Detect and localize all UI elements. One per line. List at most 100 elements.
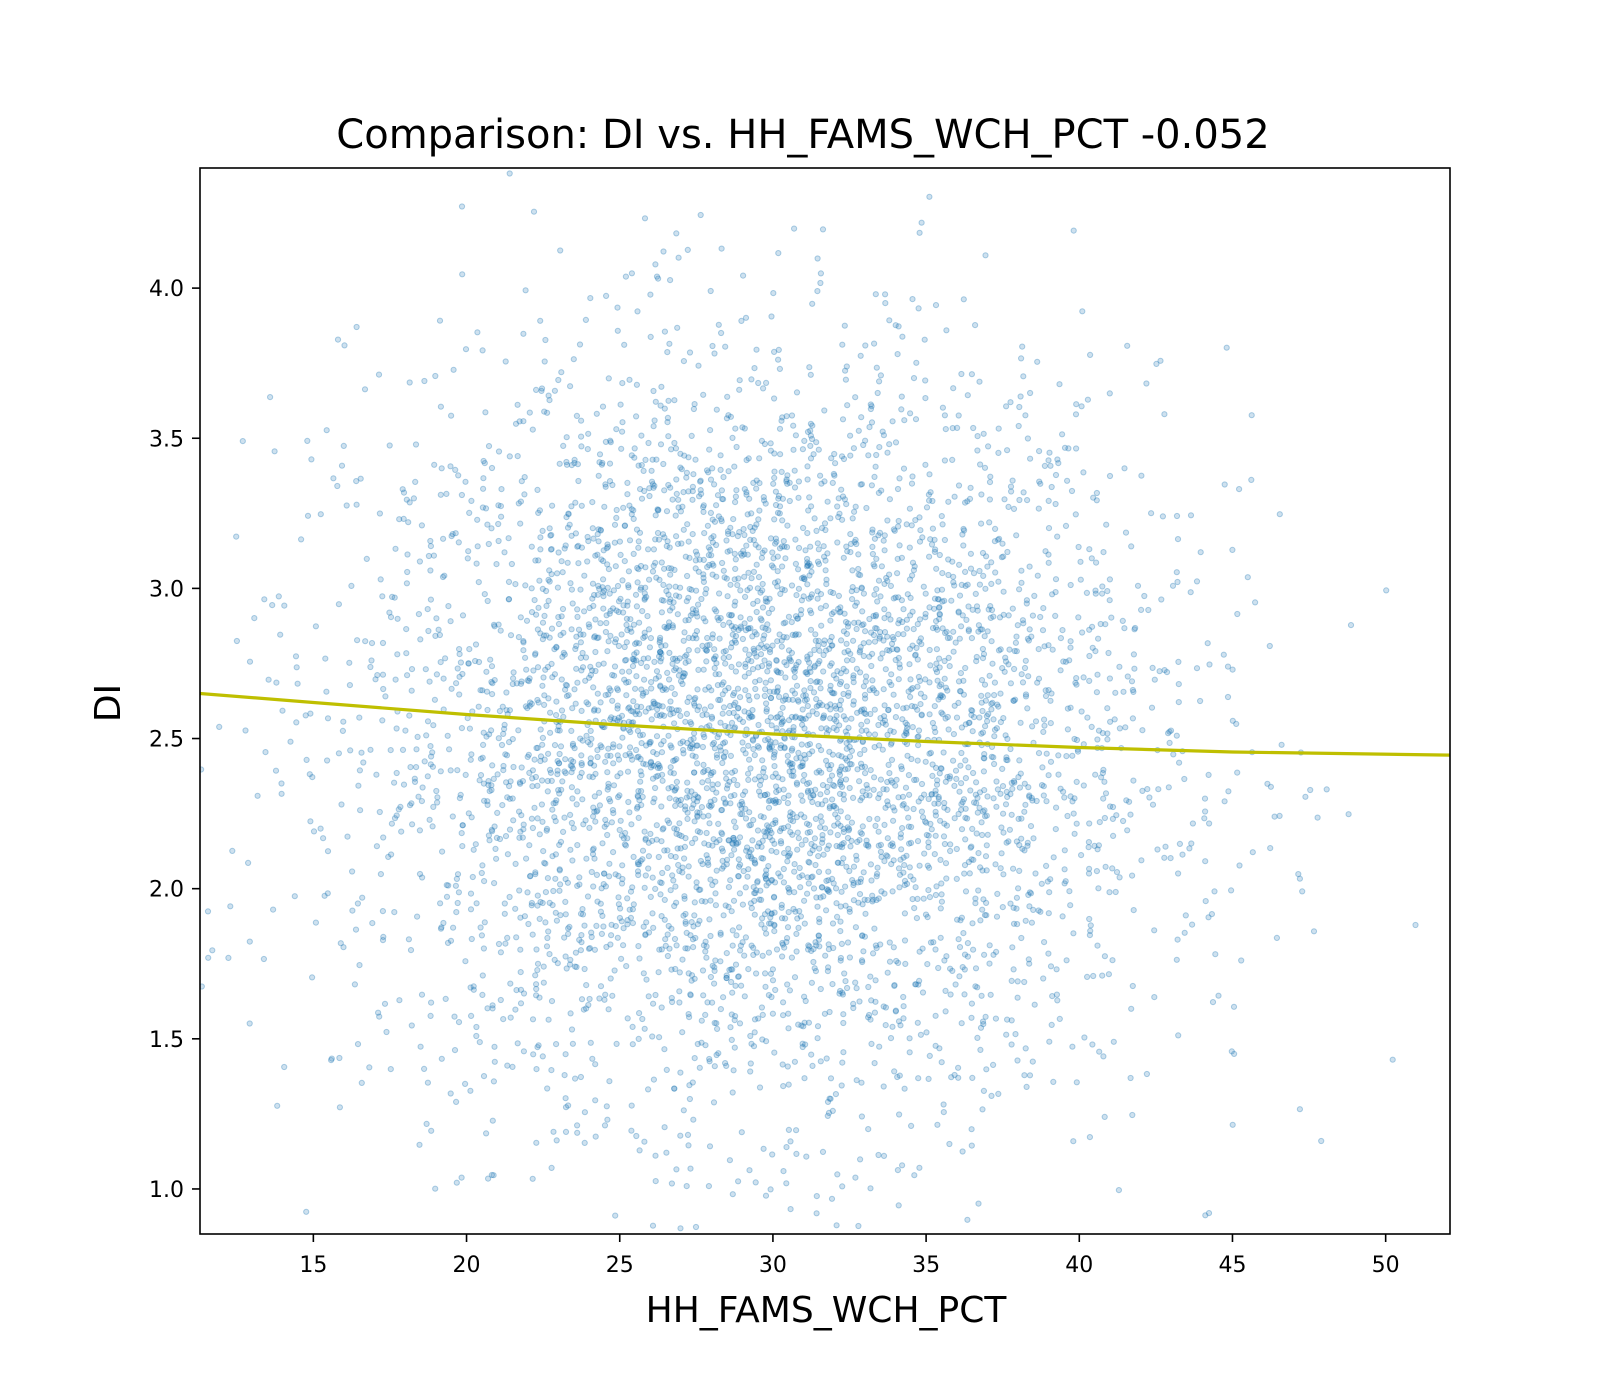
scatter-point <box>771 1049 778 1056</box>
scatter-point <box>767 797 774 804</box>
scatter-point <box>574 679 581 686</box>
scatter-point <box>690 471 697 478</box>
scatter-point <box>726 1157 734 1164</box>
scatter-point <box>925 844 932 851</box>
scatter-point <box>543 825 551 833</box>
scatter-point <box>693 635 700 642</box>
scatter-point <box>1109 957 1116 964</box>
scatter-point <box>1094 671 1101 678</box>
scatter-point <box>609 807 617 814</box>
scatter-point <box>633 649 640 656</box>
scatter-point <box>666 340 673 347</box>
scatter-point <box>679 738 687 745</box>
scatter-point <box>824 703 831 710</box>
scatter-point <box>929 761 936 768</box>
scatter-point <box>728 622 735 630</box>
scatter-point <box>632 711 639 718</box>
scatter-point <box>739 810 746 818</box>
scatter-point <box>1202 858 1209 865</box>
scatter-point <box>817 791 824 798</box>
scatter-point <box>911 703 919 710</box>
scatter-point <box>594 747 601 754</box>
scatter-point <box>525 751 532 758</box>
scatter-point <box>661 1046 668 1053</box>
scatter-point <box>669 998 676 1006</box>
scatter-point <box>1009 785 1016 793</box>
scatter-point <box>824 783 831 790</box>
scatter-point <box>643 593 650 601</box>
scatter-point <box>658 609 666 616</box>
scatter-point <box>884 633 891 640</box>
scatter-point <box>1005 838 1012 845</box>
scatter-point <box>715 696 722 704</box>
scatter-point <box>804 670 811 678</box>
scatter-point <box>646 576 653 583</box>
scatter-point <box>670 877 677 884</box>
scatter-point <box>619 577 626 584</box>
scatter-point <box>581 1109 589 1116</box>
scatter-point <box>1056 381 1063 388</box>
scatter-point <box>578 707 585 715</box>
scatter-point <box>653 733 661 740</box>
scatter-point <box>503 779 510 786</box>
scatter-point <box>1193 578 1201 585</box>
scatter-point <box>900 705 907 712</box>
scatter-point <box>839 493 847 500</box>
scatter-point <box>748 905 755 912</box>
scatter-point <box>814 1023 822 1030</box>
scatter-point <box>793 781 801 788</box>
scatter-point <box>1067 581 1074 589</box>
scatter-point <box>984 692 991 699</box>
scatter-point <box>950 579 957 586</box>
scatter-point <box>773 946 781 953</box>
scatter-point <box>811 965 818 972</box>
scatter-point <box>758 855 765 862</box>
scatter-point <box>1109 815 1117 823</box>
scatter-point <box>944 713 951 721</box>
scatter-point <box>978 692 985 699</box>
scatter-point <box>937 765 945 772</box>
scatter-point <box>515 727 522 734</box>
scatter-point <box>634 727 642 735</box>
scatter-point <box>598 556 605 563</box>
scatter-point <box>533 1066 540 1073</box>
scatter-point <box>792 631 800 638</box>
scatter-point <box>922 461 929 468</box>
scatter-point <box>1043 750 1050 757</box>
scatter-point <box>663 1149 670 1156</box>
scatter-point <box>880 537 887 544</box>
scatter-point <box>1075 543 1082 551</box>
scatter-point <box>732 824 739 831</box>
scatter-point <box>878 888 885 895</box>
scatter-point <box>824 846 831 853</box>
scatter-point <box>872 998 879 1005</box>
scatter-point <box>666 598 673 606</box>
scatter-point <box>678 540 685 547</box>
scatter-point <box>974 1034 981 1042</box>
scatter-point <box>684 815 691 823</box>
scatter-point <box>628 628 635 635</box>
scatter-point <box>1102 863 1109 870</box>
scatter-point <box>991 538 999 545</box>
scatter-point <box>760 385 767 392</box>
scatter-point <box>967 787 974 794</box>
scatter-point <box>604 648 611 655</box>
scatter-point <box>698 595 705 603</box>
scatter-point <box>716 635 723 642</box>
scatter-point <box>807 684 814 692</box>
scatter-point <box>621 841 629 848</box>
scatter-point <box>1129 686 1137 694</box>
scatter-point <box>1054 997 1061 1004</box>
scatter-point <box>701 733 708 741</box>
scatter-point <box>784 522 791 529</box>
scatter-point <box>1003 754 1010 761</box>
scatter-point <box>424 773 431 780</box>
scatter-point <box>802 669 809 676</box>
scatter-point <box>984 831 991 838</box>
scatter-point <box>775 356 782 363</box>
scatter-point <box>602 628 610 636</box>
scatter-point <box>396 997 403 1004</box>
scatter-point <box>823 877 830 885</box>
scatter-point <box>956 788 963 795</box>
scatter-point <box>963 616 970 624</box>
